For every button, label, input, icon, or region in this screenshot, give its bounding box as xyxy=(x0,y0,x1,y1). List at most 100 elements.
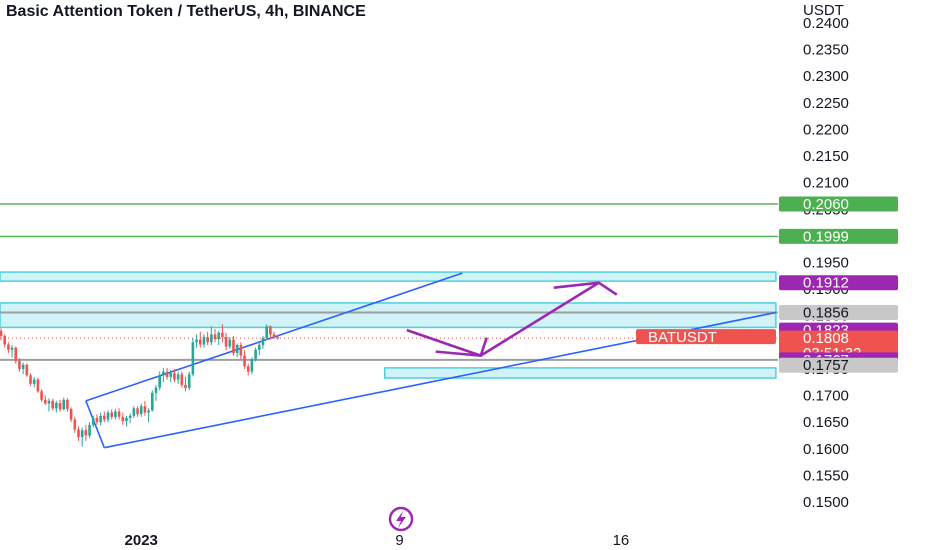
candle-body xyxy=(128,415,132,418)
candle-body xyxy=(80,430,84,438)
candle-body xyxy=(18,360,21,369)
candle-body xyxy=(91,417,95,425)
candle-body xyxy=(198,339,202,345)
candle-body xyxy=(165,371,169,377)
candle-body xyxy=(99,415,102,423)
candle-body xyxy=(250,359,254,372)
price-badge-text: 0.1999 xyxy=(803,228,849,245)
candle-body xyxy=(43,399,47,404)
candle-body xyxy=(150,392,154,411)
candle-body xyxy=(224,337,228,347)
symbol-badge-text: BATUSDT xyxy=(648,329,717,346)
candle-body xyxy=(147,410,150,413)
price-badge-text: 0.2060 xyxy=(803,196,849,213)
candle-body xyxy=(243,355,246,367)
candle-body xyxy=(235,344,239,353)
price-tick-label: 0.2400 xyxy=(803,15,849,32)
arrow-down-head xyxy=(435,337,488,358)
price-tick-label: 0.2150 xyxy=(803,148,849,165)
arrow-up-head xyxy=(553,281,618,296)
candle-body xyxy=(25,364,29,376)
logo-layer xyxy=(388,506,414,532)
price-badge xyxy=(779,196,898,212)
time-tick-label: 2023 xyxy=(125,532,158,549)
candle-body xyxy=(32,379,36,384)
candle-body xyxy=(73,419,77,430)
candle-body xyxy=(117,411,121,417)
candle-body xyxy=(195,339,198,343)
time-tick-label: 16 xyxy=(613,532,630,549)
candle-body xyxy=(88,424,91,436)
price-badge-text: 0.1808 xyxy=(803,330,849,347)
candle-body xyxy=(14,347,18,361)
candle-body xyxy=(21,364,25,369)
price-badge-text: 0.1757 xyxy=(803,357,849,374)
zones-layer xyxy=(0,271,777,379)
candle-body xyxy=(217,332,221,340)
time-tick-label: 9 xyxy=(395,532,403,549)
price-tick-label: 0.2250 xyxy=(803,95,849,112)
price-badge xyxy=(779,357,898,373)
channel-left-line xyxy=(85,400,106,449)
candle-body xyxy=(62,399,66,410)
zone-box-1 xyxy=(0,302,777,329)
candle-body xyxy=(213,334,217,340)
candle-body xyxy=(10,347,14,350)
candle-body xyxy=(95,417,99,423)
price-tick-label: 0.2200 xyxy=(803,121,849,138)
price-badge xyxy=(779,305,898,321)
price-tick-label: 0.1700 xyxy=(803,388,849,405)
candle-body xyxy=(66,399,69,409)
price-tick-label: 0.1950 xyxy=(803,255,849,272)
candle-body xyxy=(187,374,191,389)
candle-body xyxy=(55,403,58,409)
candle-body xyxy=(246,366,250,372)
candle-body xyxy=(210,334,213,343)
candle-body xyxy=(136,408,139,415)
candle-body xyxy=(143,406,147,413)
candle-body xyxy=(125,417,128,422)
price-axis[interactable]: 0.2400 0.2350 0.2300 0.2250 0.2200 0.2150 0.21… xyxy=(803,15,849,511)
symbol-badge xyxy=(636,329,776,345)
candle-body xyxy=(221,332,224,338)
candle-body xyxy=(3,335,6,345)
candle-body xyxy=(0,330,3,336)
candle-body xyxy=(173,373,176,380)
candle-body xyxy=(191,342,195,375)
candle-body xyxy=(180,374,184,385)
price-tick-label: 0.1500 xyxy=(803,494,849,511)
candle-body xyxy=(139,406,143,415)
zone-box-2 xyxy=(384,367,777,379)
candle-body xyxy=(169,373,173,377)
price-tick-label: 0.2100 xyxy=(803,175,849,192)
price-badge xyxy=(779,275,898,291)
price-tick-label: 0.1650 xyxy=(803,414,849,431)
candle-body xyxy=(132,408,136,416)
candle-body xyxy=(114,411,117,417)
candle-body xyxy=(77,429,80,438)
candle-body xyxy=(58,403,62,410)
lightning-logo-icon xyxy=(388,506,414,532)
price-badge-text: 0.1856 xyxy=(803,305,849,322)
candle-body xyxy=(276,337,280,339)
zone-box-0 xyxy=(0,271,777,282)
candle-body xyxy=(184,384,187,389)
price-badge xyxy=(779,228,898,244)
lightning-bolt-icon xyxy=(396,511,406,528)
candles-layer xyxy=(0,324,280,447)
candle-body xyxy=(40,391,43,400)
candle-body xyxy=(47,400,51,404)
price-tick-label: 0.1550 xyxy=(803,467,849,484)
candle-body xyxy=(110,412,113,417)
price-tick-label: 0.2300 xyxy=(803,68,849,85)
candle-body xyxy=(272,334,276,338)
currency-label: USDT xyxy=(803,2,844,19)
candle-body xyxy=(7,344,10,350)
time-axis[interactable]: 2023 9 16 xyxy=(125,532,630,549)
candle-body xyxy=(69,408,73,420)
candle-body xyxy=(154,387,158,393)
candle-body xyxy=(158,375,161,388)
arrow-up-shaft xyxy=(480,281,600,357)
candle-body xyxy=(36,379,40,392)
